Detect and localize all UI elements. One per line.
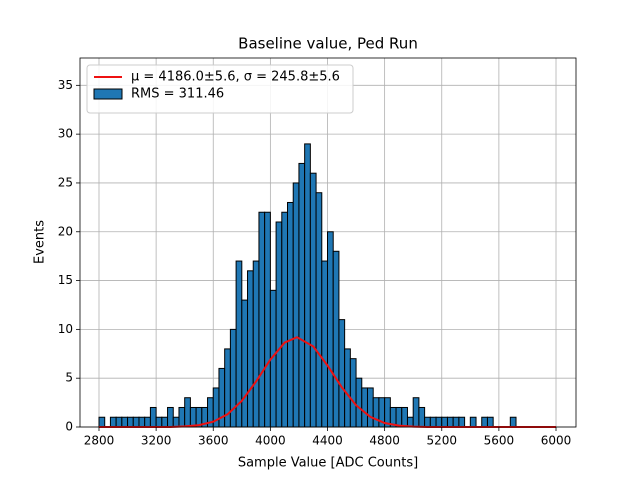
histogram-bar	[412, 397, 420, 428]
y-tick-label: 20	[58, 224, 73, 238]
histogram-bar	[229, 328, 237, 428]
histogram-bar	[121, 416, 129, 428]
histogram-bar	[161, 416, 169, 428]
plot-marks	[98, 143, 557, 428]
x-tick-label: 5200	[426, 434, 457, 448]
y-tick-label: 0	[65, 420, 73, 434]
histogram-bar	[355, 377, 363, 428]
plot-frame	[79, 57, 577, 428]
axes: 2800 3200 3600 4000 4400 4800 5200 5600 6000 0 5 10…	[58, 57, 577, 448]
histogram-bar	[332, 250, 340, 428]
histogram-bar	[298, 162, 306, 428]
x-tick-label: 2800	[84, 434, 115, 448]
histogram-bar	[184, 397, 191, 428]
histogram-bar	[275, 221, 283, 428]
x-tick-label: 4800	[369, 434, 400, 448]
histogram-bar	[258, 211, 266, 428]
histogram-bar	[418, 406, 426, 428]
histogram-bar	[441, 416, 448, 428]
y-axis-label: Events	[33, 220, 48, 264]
histogram-bar	[109, 416, 117, 428]
histogram-bar	[309, 172, 317, 428]
legend-label: RMS = 311.46	[131, 87, 224, 102]
x-tick-label: 6000	[541, 434, 572, 448]
histogram-bar	[115, 416, 123, 428]
histogram-bar	[458, 416, 466, 428]
y-tick-label: 10	[58, 322, 73, 336]
histogram-bar	[401, 406, 408, 428]
histogram-bar	[281, 211, 289, 428]
legend-box	[86, 64, 354, 114]
histogram-bar	[149, 406, 157, 428]
histogram-bar	[315, 192, 323, 428]
histogram-bar	[264, 211, 271, 428]
histogram-bar	[138, 416, 146, 428]
histogram-bar	[344, 348, 351, 428]
histogram-bar	[446, 416, 454, 428]
histogram-bar	[247, 270, 254, 428]
histogram-bar	[486, 416, 494, 428]
histogram-bar	[252, 260, 260, 428]
x-tick-label: 5600	[484, 434, 515, 448]
histogram-bar	[429, 416, 437, 428]
histogram-bar	[469, 416, 477, 428]
x-axis-label: Sample Value [ADC Counts]	[238, 456, 418, 471]
histogram-bar	[424, 416, 431, 428]
fit-line	[98, 336, 557, 428]
histogram-bar	[167, 406, 174, 428]
y-tick-label: 35	[58, 78, 73, 92]
x-tick-label: 3600	[198, 434, 229, 448]
x-tick-label: 3200	[141, 434, 172, 448]
histogram-bar	[338, 319, 346, 428]
x-tick-label: 4000	[255, 434, 286, 448]
chart-title: Baseline value, Ped Run	[238, 35, 418, 53]
histogram-bar	[241, 299, 249, 428]
y-tick-label: 25	[58, 175, 73, 189]
histogram-bar	[127, 416, 134, 428]
histogram-bar	[287, 201, 294, 428]
x-tick-label: 4400	[312, 434, 343, 448]
histogram-bar	[304, 143, 311, 428]
histogram-bar	[189, 406, 197, 428]
legend-label: μ = 4186.0±5.6, σ = 245.8±5.6	[131, 70, 340, 85]
histogram-bar	[395, 406, 403, 428]
histogram-bar	[372, 397, 380, 428]
histogram-bar	[155, 416, 163, 428]
histogram-bar	[481, 416, 488, 428]
histogram-bar	[361, 387, 368, 428]
histogram-bar	[435, 416, 443, 428]
y-tick-label: 15	[58, 273, 73, 287]
histogram-bar	[292, 182, 300, 428]
legend-patch	[93, 88, 123, 100]
y-tick-label: 5	[65, 371, 73, 385]
histogram-bar	[172, 416, 180, 428]
histogram-bar	[132, 416, 140, 428]
histogram-bar	[144, 416, 151, 428]
histogram-bar	[509, 416, 517, 428]
histogram-bar	[321, 260, 329, 428]
legend: μ = 4186.0±5.6, σ = 245.8±5.6 RMS = 311.4…	[86, 64, 354, 114]
histogram-bar	[452, 416, 460, 428]
histogram-bar	[349, 358, 357, 428]
histogram-bar	[98, 416, 106, 428]
histogram-bar	[178, 406, 186, 428]
histogram-bar	[366, 387, 374, 428]
histogram-bar	[327, 231, 334, 428]
y-tick-label: 30	[58, 127, 73, 141]
